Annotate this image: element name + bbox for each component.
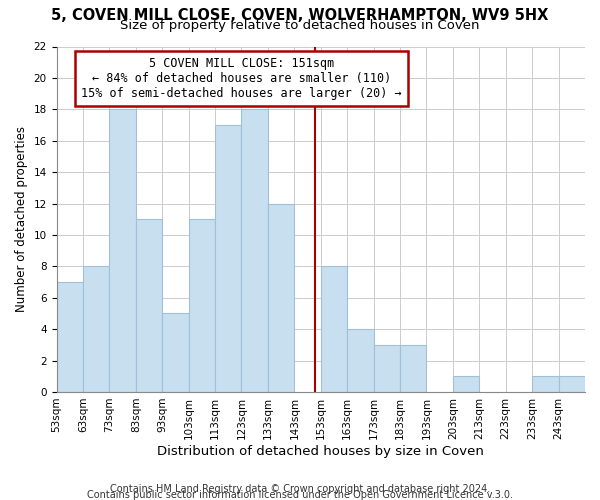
Bar bbox=[56, 282, 83, 392]
Bar bbox=[347, 329, 374, 392]
Text: Contains HM Land Registry data © Crown copyright and database right 2024.: Contains HM Land Registry data © Crown c… bbox=[110, 484, 490, 494]
Text: Size of property relative to detached houses in Coven: Size of property relative to detached ho… bbox=[120, 19, 480, 32]
Bar bbox=[188, 219, 215, 392]
Bar bbox=[109, 110, 136, 392]
Text: 5 COVEN MILL CLOSE: 151sqm
← 84% of detached houses are smaller (110)
15% of sem: 5 COVEN MILL CLOSE: 151sqm ← 84% of deta… bbox=[81, 57, 402, 100]
Bar bbox=[532, 376, 559, 392]
Bar bbox=[162, 314, 188, 392]
Bar bbox=[241, 110, 268, 392]
Bar bbox=[321, 266, 347, 392]
Bar bbox=[559, 376, 585, 392]
X-axis label: Distribution of detached houses by size in Coven: Distribution of detached houses by size … bbox=[157, 444, 484, 458]
Text: Contains public sector information licensed under the Open Government Licence v.: Contains public sector information licen… bbox=[87, 490, 513, 500]
Bar bbox=[136, 219, 162, 392]
Y-axis label: Number of detached properties: Number of detached properties bbox=[15, 126, 28, 312]
Bar bbox=[374, 345, 400, 392]
Bar bbox=[215, 125, 241, 392]
Bar bbox=[453, 376, 479, 392]
Bar bbox=[83, 266, 109, 392]
Bar bbox=[400, 345, 427, 392]
Bar bbox=[268, 204, 295, 392]
Text: 5, COVEN MILL CLOSE, COVEN, WOLVERHAMPTON, WV9 5HX: 5, COVEN MILL CLOSE, COVEN, WOLVERHAMPTO… bbox=[52, 8, 548, 22]
